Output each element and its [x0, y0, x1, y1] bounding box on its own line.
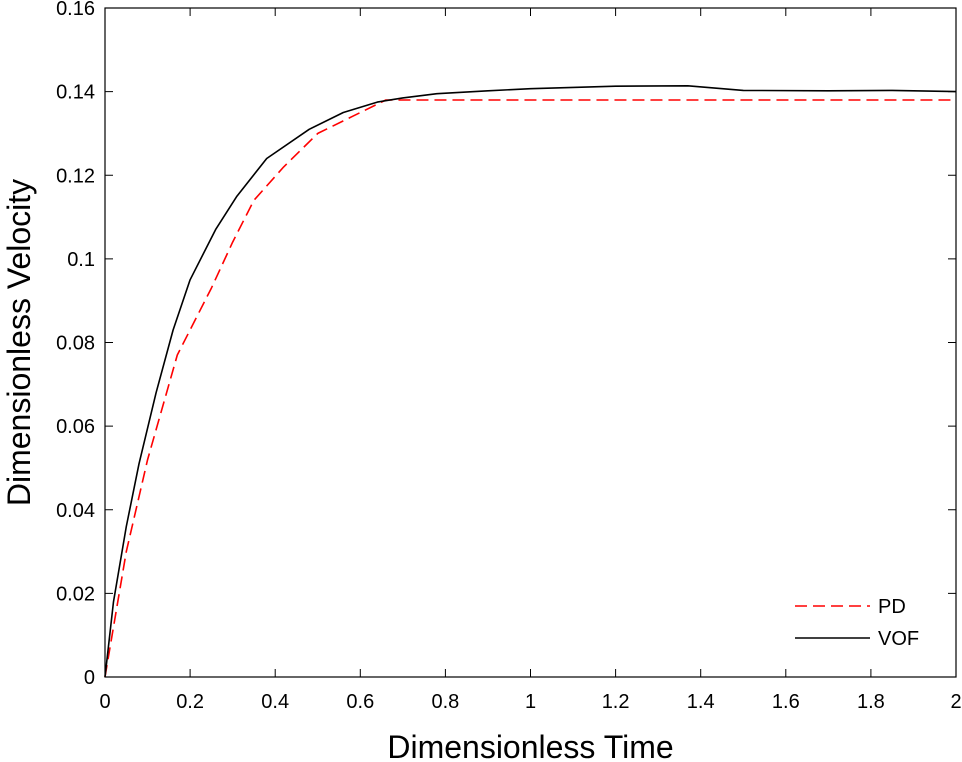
x-tick-label: 0.6: [346, 691, 374, 713]
x-tick-label: 0: [99, 691, 110, 713]
y-tick-label: 0.04: [56, 500, 95, 522]
x-tick-label: 0.8: [431, 691, 459, 713]
legend: PD VOF: [795, 596, 919, 650]
y-tick-label: 0.14: [56, 82, 95, 104]
series-line-pd: [104, 99, 956, 678]
tick-layer: 0 0.2 0.4 0.6 0.8 1 1.2 1.4 1.6 1.8 2 0 0.02 0.04 0.06…: [56, 0, 962, 713]
y-tick-label: 0.06: [56, 416, 95, 438]
y-tick-label: 0.1: [67, 249, 95, 271]
x-tick-label: 1: [525, 691, 536, 713]
x-tick-label: 1.6: [772, 691, 800, 713]
series-line-vof: [104, 85, 957, 678]
y-tick-label: 0.02: [56, 583, 95, 605]
plot-area: [104, 7, 957, 678]
legend-label-vof: VOF: [878, 628, 919, 650]
y-tick-label: 0.08: [56, 333, 95, 355]
x-tick-label: 0.2: [176, 691, 204, 713]
x-axis-label: Dimensionless Time: [387, 729, 673, 762]
y-tick-label: 0: [84, 667, 95, 689]
x-tick-label: 0.4: [261, 691, 289, 713]
legend-label-pd: PD: [878, 596, 906, 618]
x-tick-label: 1.4: [687, 691, 715, 713]
x-tick-label: 1.8: [857, 691, 885, 713]
y-axis-label: Dimensionless Velocity: [1, 179, 37, 506]
y-tick-label: 0.16: [56, 0, 95, 20]
series-layer: [104, 85, 957, 678]
x-tick-label: 1.2: [602, 691, 630, 713]
y-tick-label: 0.12: [56, 165, 95, 187]
x-tick-label: 2: [950, 691, 961, 713]
